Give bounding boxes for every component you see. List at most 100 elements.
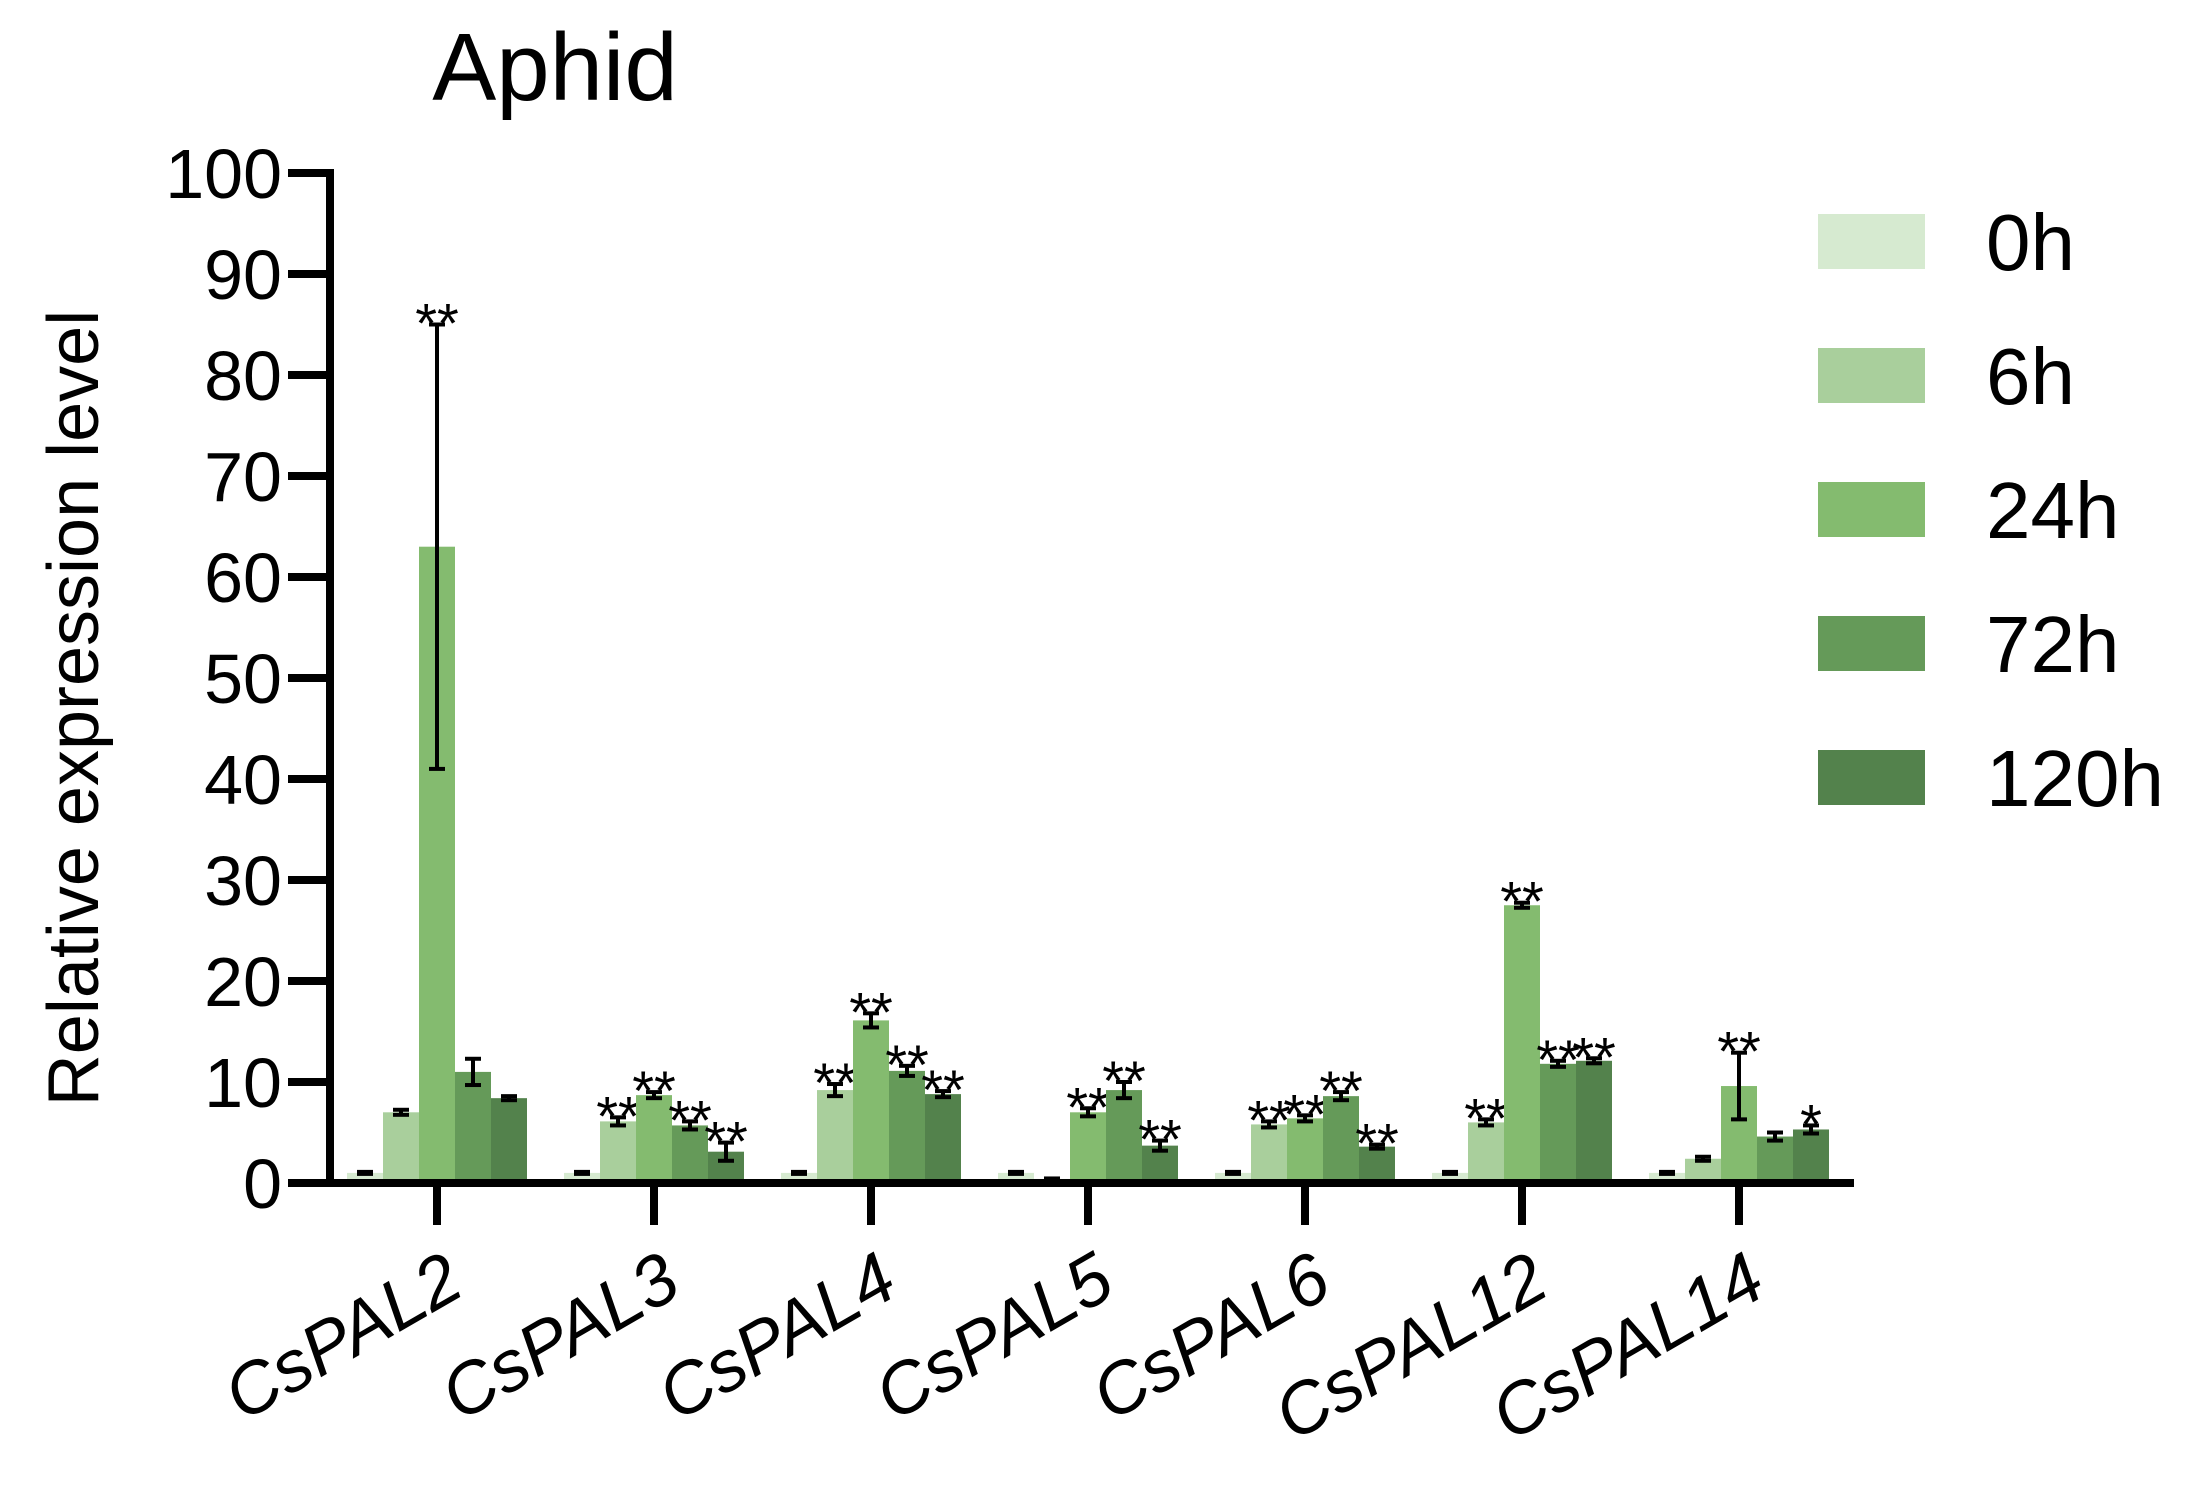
error-bar xyxy=(393,1107,409,1117)
error-bar xyxy=(501,1094,517,1103)
significance-marker: ** xyxy=(1536,1028,1580,1091)
error-bar xyxy=(1478,1117,1494,1128)
y-axis-label: Relative expression level xyxy=(34,310,114,1106)
bar xyxy=(1251,1124,1287,1183)
error-bar xyxy=(610,1115,626,1128)
error-bar xyxy=(1442,1169,1458,1176)
legend-label: 120h xyxy=(1986,734,2164,823)
error-bar xyxy=(574,1169,590,1176)
axes xyxy=(326,169,1854,1187)
legend-swatch xyxy=(1818,348,1925,403)
chart-title: Aphid xyxy=(432,14,678,121)
bar xyxy=(1323,1096,1359,1183)
error-bar xyxy=(863,1011,879,1030)
error-bar xyxy=(1659,1169,1675,1176)
bar xyxy=(1070,1112,1106,1183)
error-bar xyxy=(791,1169,807,1176)
bar xyxy=(383,1112,419,1183)
error-bar xyxy=(1369,1142,1385,1151)
legend-label: 24h xyxy=(1986,466,2119,555)
bar xyxy=(672,1125,708,1183)
error-bar xyxy=(1152,1138,1168,1153)
bar xyxy=(998,1172,1034,1183)
significance-marker: ** xyxy=(1247,1088,1291,1151)
bars: ****************** ****** ******** ********… xyxy=(347,292,1829,1183)
error-bar xyxy=(899,1063,915,1078)
error-bar xyxy=(1008,1169,1024,1176)
significance-marker: ** xyxy=(1283,1082,1327,1145)
y-tick-label: 60 xyxy=(204,539,282,617)
error-bar xyxy=(357,1169,373,1176)
bar xyxy=(1540,1063,1576,1183)
significance-marker: ** xyxy=(1102,1049,1146,1112)
bar xyxy=(1215,1172,1251,1183)
error-bar xyxy=(1261,1119,1277,1130)
bar xyxy=(1287,1118,1323,1183)
bar xyxy=(1359,1146,1395,1183)
bar xyxy=(600,1121,636,1183)
error-bar xyxy=(935,1089,951,1100)
x-tick-label: CsPAL4 xyxy=(645,1238,909,1437)
significance-marker: ** xyxy=(1572,1025,1616,1088)
significance-marker: ** xyxy=(632,1059,676,1122)
legend-swatch xyxy=(1818,750,1925,805)
y-tick-label: 20 xyxy=(204,943,282,1021)
error-bar xyxy=(1767,1130,1783,1143)
bar xyxy=(491,1098,527,1183)
legend-swatch xyxy=(1818,214,1925,269)
legend-label: 72h xyxy=(1986,600,2119,689)
significance-marker: ** xyxy=(1066,1075,1110,1138)
bar xyxy=(1576,1060,1612,1183)
significance-marker: * xyxy=(1800,1092,1822,1155)
significance-marker: ** xyxy=(885,1033,929,1096)
bar xyxy=(817,1090,853,1183)
bar xyxy=(925,1094,961,1183)
error-bar xyxy=(1514,900,1530,910)
x-tick-label: CsPAL5 xyxy=(862,1237,1127,1436)
significance-marker: ** xyxy=(1355,1112,1399,1175)
bar xyxy=(1685,1158,1721,1183)
bar xyxy=(1504,905,1540,1183)
y-tick-label: 100 xyxy=(165,135,282,213)
error-bar xyxy=(1803,1123,1819,1136)
significance-marker: ** xyxy=(813,1051,857,1114)
error-bar xyxy=(682,1119,698,1132)
x-tick-label: CsPAL2 xyxy=(211,1238,475,1437)
error-bar xyxy=(1695,1154,1711,1163)
bar xyxy=(564,1172,600,1183)
significance-marker: ** xyxy=(704,1110,748,1173)
error-bar xyxy=(1080,1106,1096,1119)
error-bar xyxy=(646,1090,662,1101)
error-bar xyxy=(465,1056,481,1088)
error-bar xyxy=(1586,1056,1602,1066)
legend-label: 0h xyxy=(1986,198,2075,287)
error-bar xyxy=(1731,1050,1747,1122)
bar xyxy=(1649,1172,1685,1183)
bar xyxy=(853,1020,889,1183)
bar xyxy=(1468,1122,1504,1183)
significance-marker: ** xyxy=(1464,1086,1508,1149)
y-axis-ticks: 0 10 20 30 40 50 60 70 80 90 100 xyxy=(165,135,330,1223)
significance-marker: ** xyxy=(849,980,893,1043)
significance-marker: ** xyxy=(1138,1108,1182,1171)
bar xyxy=(636,1095,672,1183)
y-tick-label: 0 xyxy=(243,1145,282,1223)
y-tick-label: 40 xyxy=(204,741,282,819)
error-bar xyxy=(827,1082,843,1099)
error-bar xyxy=(429,322,445,771)
error-bar xyxy=(1333,1090,1349,1103)
y-tick-label: 70 xyxy=(204,438,282,516)
bar xyxy=(889,1070,925,1183)
y-tick-label: 10 xyxy=(204,1044,282,1122)
legend-swatch xyxy=(1818,482,1925,537)
significance-marker: ** xyxy=(921,1058,965,1121)
y-tick-label: 80 xyxy=(204,337,282,415)
error-bar xyxy=(1550,1058,1566,1069)
legend: 0h 6h 24h 72h 120h xyxy=(1818,198,2164,823)
y-tick-label: 90 xyxy=(204,236,282,314)
bar xyxy=(1793,1129,1829,1183)
bar xyxy=(1757,1136,1793,1183)
legend-swatch xyxy=(1818,616,1925,671)
significance-marker: ** xyxy=(596,1084,640,1147)
error-bar xyxy=(1225,1169,1241,1176)
